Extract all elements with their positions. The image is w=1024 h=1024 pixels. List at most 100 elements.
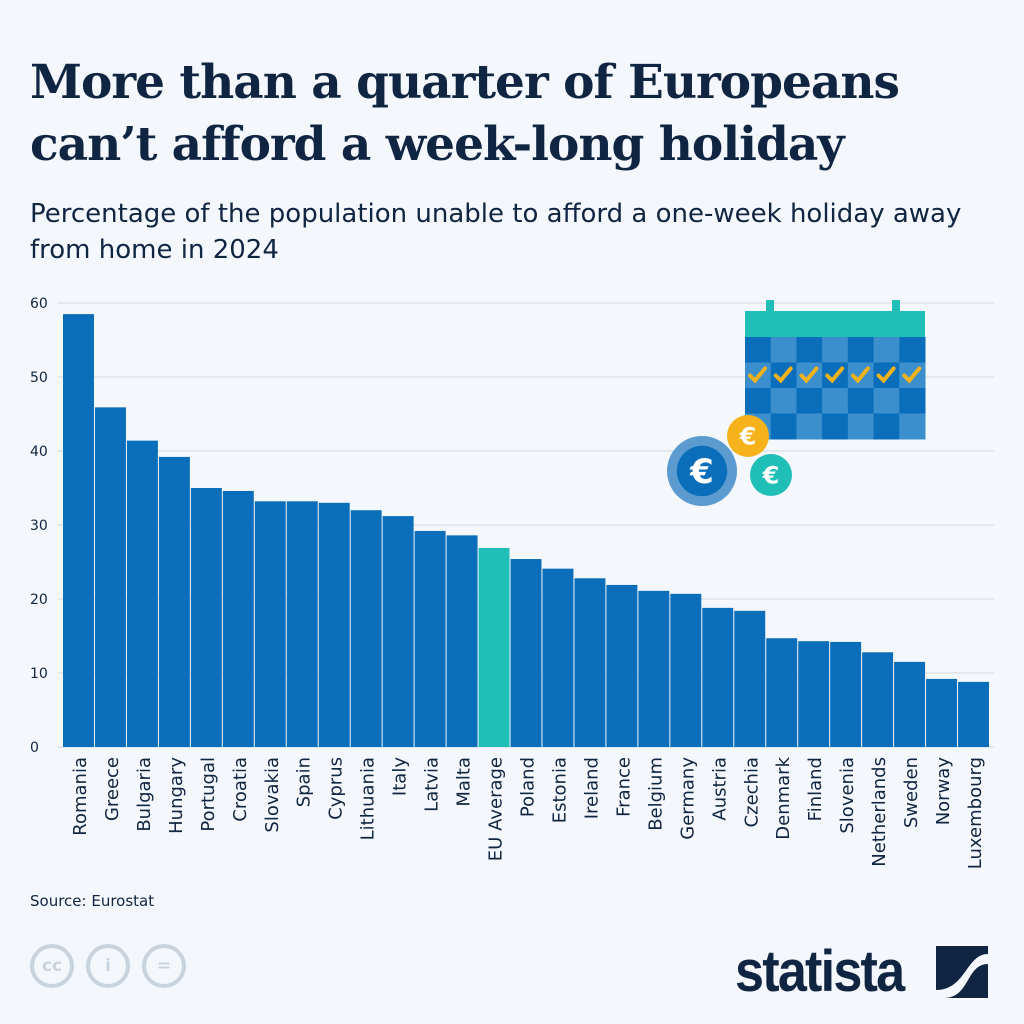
x-tick-label: Belgium [645, 757, 666, 831]
bar [926, 678, 958, 747]
bar [382, 516, 414, 747]
bar [446, 535, 478, 747]
check-icon [876, 366, 896, 384]
calendar-ring [892, 300, 900, 314]
bar [190, 488, 222, 747]
calendar-cell [873, 388, 900, 414]
calendar-cell [822, 337, 849, 363]
x-tick-label: Estonia [549, 757, 570, 823]
y-tick-label: 50 [30, 370, 48, 386]
x-tick-label: Greece [102, 757, 123, 821]
calendar-cell [899, 413, 926, 440]
check-icon [773, 366, 793, 384]
calendar-cell [745, 388, 772, 414]
calendar-cell [847, 337, 875, 363]
statista-logo: statista [735, 938, 989, 1005]
bar [862, 652, 894, 747]
calendar-ring [766, 300, 774, 314]
x-tick-label: Lithuania [358, 757, 379, 840]
attribution-icon: i [86, 944, 130, 988]
x-tick-label: Latvia [422, 757, 443, 812]
bar [414, 530, 446, 747]
chart-subtitle: Percentage of the population unable to a… [30, 199, 962, 265]
euro-symbol-icon: € [739, 423, 757, 451]
bar [158, 456, 190, 747]
bar [63, 314, 94, 747]
x-tick-label: EU Average [486, 757, 507, 861]
calendar-cell [745, 337, 772, 363]
logo-text: statista [735, 939, 905, 1004]
x-tick-label: Denmark [773, 756, 794, 839]
source-note: Source: Eurostat [30, 892, 155, 910]
euro-coin-icon [750, 454, 792, 496]
bar [478, 547, 510, 747]
check-icon [902, 366, 922, 384]
calendar-cell [796, 413, 823, 440]
y-tick-label: 20 [30, 592, 48, 608]
bar [702, 607, 734, 747]
x-tick-label: Malta [454, 757, 475, 807]
no-derivatives-icon: = [142, 944, 186, 988]
bar [670, 593, 702, 747]
bar [638, 590, 670, 747]
check-icon [799, 366, 819, 384]
x-tick-label: Slovakia [262, 757, 283, 833]
x-tick-label: Norway [933, 757, 954, 826]
calendar-cell [822, 413, 849, 440]
calendar-cell [796, 337, 823, 363]
bar [574, 578, 606, 747]
calendar-cell [873, 337, 900, 363]
check-icon [850, 366, 870, 384]
calendar-cell [770, 413, 797, 440]
x-tick-label: Germany [677, 757, 698, 840]
calendar-header [745, 311, 925, 337]
calendar-cell [899, 337, 926, 363]
x-tick-label: Spain [294, 757, 315, 807]
bar [126, 440, 158, 747]
chart-title: More than a quarter of Europeans can’t a… [30, 55, 900, 172]
bar [350, 510, 382, 747]
bar [894, 661, 926, 747]
x-tick-label: Poland [518, 757, 539, 817]
y-tick-label: 10 [30, 666, 48, 682]
calendar-cell [847, 388, 875, 414]
calendar-cell [796, 388, 823, 414]
calendar-cell [899, 388, 926, 414]
bar [542, 568, 574, 747]
euro-symbol-icon: € [762, 462, 780, 490]
x-tick-label: Bulgaria [134, 757, 155, 832]
bar [254, 501, 286, 747]
x-tick-label: Italy [390, 757, 411, 796]
x-tick-label: Croatia [230, 757, 251, 822]
x-tick-label: Hungary [166, 757, 187, 834]
x-tick-label: Portugal [198, 757, 219, 832]
y-tick-label: 40 [30, 444, 48, 460]
bar [606, 584, 638, 747]
bar [222, 490, 254, 747]
statista-logo-icon [936, 945, 989, 998]
bar [830, 641, 862, 747]
bar [766, 638, 798, 747]
calendar-cell [770, 337, 797, 363]
x-tick-label: Czechia [741, 757, 762, 827]
cc-icon: cc [30, 944, 74, 988]
x-tick-label: Finland [805, 757, 826, 821]
x-tick-label: Sweden [901, 757, 922, 828]
y-tick-label: 0 [30, 740, 39, 756]
bar [94, 407, 126, 747]
calendar-cell [873, 413, 900, 440]
y-tick-label: 30 [30, 518, 48, 534]
bar [510, 559, 542, 747]
check-icon [748, 366, 767, 384]
x-tick-label: Slovenia [837, 757, 858, 834]
bar [734, 610, 766, 747]
euro-coin-icon [727, 415, 769, 457]
calendar-cell [770, 388, 797, 414]
calendar-euro-illustration: €€€ [667, 300, 926, 506]
calendar-cell [847, 413, 875, 440]
y-tick-label: 60 [30, 296, 48, 312]
x-tick-label: France [613, 757, 634, 817]
bar [798, 641, 830, 747]
x-tick-label: Luxembourg [965, 757, 986, 869]
